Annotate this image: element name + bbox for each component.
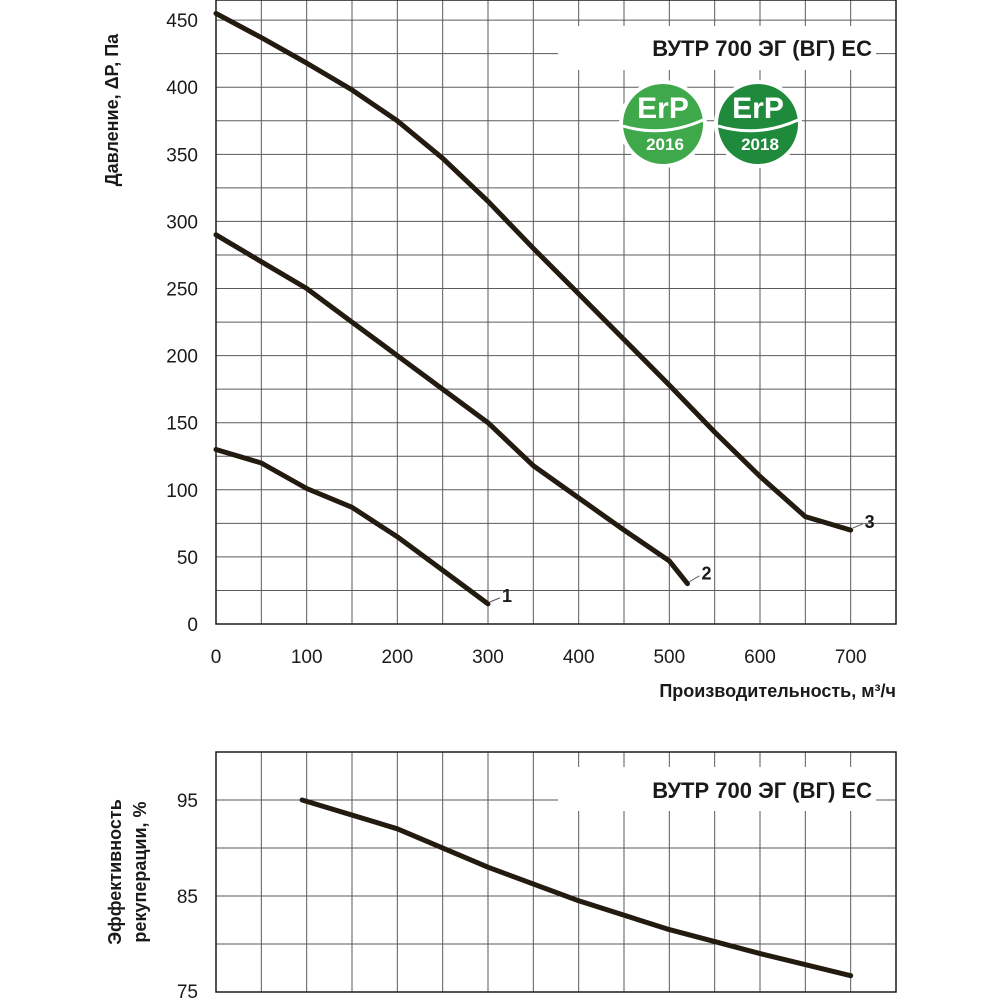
curve-label-leader	[852, 523, 863, 529]
y-tick-label: 300	[166, 212, 198, 233]
efficiency-chart-title: ВУТР 700 ЭГ (ВГ) ЕС	[652, 778, 872, 803]
pressure-title-box	[558, 26, 876, 70]
curve-label-leader	[489, 597, 501, 603]
efficiency-title-box	[558, 767, 876, 811]
pressure-chart: 1 2 3 0 50 100 150 200 250 300 350 400 450 0 100 200 3…	[102, 0, 897, 701]
curve-2	[213, 232, 690, 587]
x-tick-label: 600	[744, 647, 776, 668]
y-tick-label: 100	[166, 481, 198, 502]
y-tick-label: 400	[166, 78, 198, 99]
x-tick-label: 700	[835, 647, 867, 668]
pressure-y-tick-labels: 0 50 100 150 200 250 300 350 400 450	[166, 11, 198, 636]
y-tick-label: 0	[187, 615, 198, 636]
badge-year: 2016	[646, 135, 684, 154]
erp-badges: ErP 2016 ErP 2018	[619, 80, 802, 168]
y-tick-label: 50	[177, 548, 198, 569]
pressure-x-axis-title: Производительность, м³/ч	[659, 681, 896, 701]
curve-label-2: 2	[701, 564, 711, 584]
x-tick-label: 200	[381, 647, 413, 668]
y-tick-label: 85	[177, 887, 198, 908]
pressure-y-axis-title: Давление, ΔP, Па	[102, 33, 122, 186]
curve-1	[213, 447, 491, 607]
badge-disc	[718, 84, 798, 164]
pressure-curves: 1 2 3	[213, 10, 875, 607]
efficiency-y-axis-title-line2: рекуперации, %	[130, 801, 150, 942]
efficiency-y-axis-title-line1: Эффективность	[105, 799, 125, 945]
efficiency-chart: 95 85 75 ВУТР 700 ЭГ (ВГ) ЕС Эффективность…	[105, 751, 897, 1000]
pressure-x-tick-labels: 0 100 200 300 400 500 600 700	[211, 647, 867, 668]
pressure-grid	[215, 0, 897, 625]
pressure-chart-title: ВУТР 700 ЭГ (ВГ) ЕС	[652, 36, 872, 61]
x-tick-label: 0	[211, 647, 222, 668]
badge-brand: ErP	[732, 92, 784, 125]
y-tick-label: 450	[166, 11, 198, 32]
y-tick-label: 200	[166, 347, 198, 368]
curve-label-1: 1	[502, 586, 512, 606]
efficiency-curves	[299, 797, 854, 979]
y-tick-label: 75	[177, 982, 198, 1000]
y-tick-label: 250	[166, 280, 198, 301]
badge-disc	[623, 84, 703, 164]
curve-3	[213, 10, 854, 533]
badge-swoosh	[717, 118, 799, 133]
x-tick-label: 300	[472, 647, 504, 668]
x-tick-label: 400	[563, 647, 595, 668]
efficiency-y-tick-labels: 95 85 75	[177, 791, 198, 1000]
y-tick-label: 95	[177, 791, 198, 812]
pressure-plot-frame	[215, 0, 897, 625]
curve-label-leader	[689, 575, 700, 583]
erp-2018-badge: ErP 2018	[714, 80, 802, 168]
efficiency-curve	[299, 797, 854, 979]
erp-2016-badge: ErP 2016	[619, 80, 707, 168]
y-tick-label: 350	[166, 145, 198, 166]
x-tick-label: 500	[653, 647, 685, 668]
y-tick-label: 150	[166, 414, 198, 435]
curve-label-3: 3	[865, 512, 875, 532]
badge-brand: ErP	[637, 92, 689, 125]
badge-year: 2018	[741, 135, 779, 154]
efficiency-plot-frame	[215, 751, 897, 993]
x-tick-label: 100	[291, 647, 323, 668]
badge-swoosh	[622, 118, 704, 133]
